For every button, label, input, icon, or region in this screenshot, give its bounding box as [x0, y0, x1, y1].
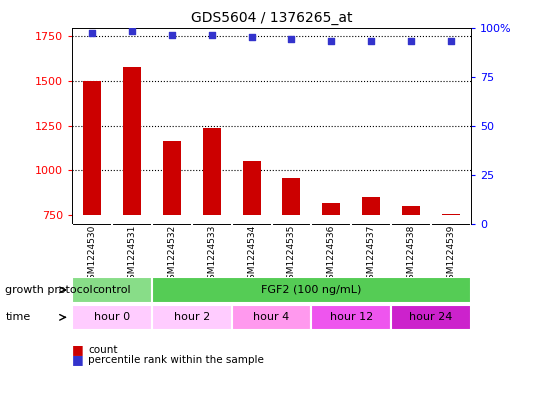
Text: ■: ■: [72, 353, 84, 366]
Bar: [391, 305, 471, 330]
Point: [88, 30, 96, 37]
Bar: [152, 305, 232, 330]
Bar: [232, 305, 311, 330]
Text: percentile rank within the sample: percentile rank within the sample: [88, 354, 264, 365]
Bar: [311, 305, 391, 330]
Bar: [322, 204, 340, 215]
Point: [208, 32, 216, 39]
Point: [167, 32, 176, 39]
Text: GSM1224531: GSM1224531: [127, 225, 136, 285]
Text: GSM1224537: GSM1224537: [366, 225, 376, 285]
Text: ■: ■: [72, 343, 84, 356]
Title: GDS5604 / 1376265_at: GDS5604 / 1376265_at: [191, 11, 352, 25]
Text: hour 2: hour 2: [174, 312, 210, 322]
Text: time: time: [5, 312, 30, 322]
Text: GSM1224533: GSM1224533: [207, 225, 216, 285]
Bar: [362, 197, 380, 215]
Text: GSM1224532: GSM1224532: [167, 225, 177, 285]
Text: GSM1224538: GSM1224538: [407, 225, 416, 285]
Text: growth protocol: growth protocol: [5, 285, 93, 295]
Bar: [72, 277, 152, 303]
Bar: [242, 161, 261, 215]
Bar: [123, 67, 141, 215]
Point: [447, 38, 455, 44]
Text: hour 24: hour 24: [409, 312, 453, 322]
Text: GSM1224534: GSM1224534: [247, 225, 256, 285]
Text: control: control: [93, 285, 132, 295]
Text: GSM1224539: GSM1224539: [446, 225, 455, 285]
Point: [128, 28, 136, 35]
Text: GSM1224536: GSM1224536: [327, 225, 336, 285]
Text: count: count: [88, 345, 118, 355]
Bar: [282, 178, 301, 215]
Bar: [72, 305, 152, 330]
Text: GSM1224535: GSM1224535: [287, 225, 296, 285]
Bar: [203, 128, 221, 215]
Point: [407, 38, 415, 44]
Bar: [152, 277, 471, 303]
Bar: [442, 214, 460, 215]
Text: hour 12: hour 12: [330, 312, 373, 322]
Bar: [402, 206, 420, 215]
Text: FGF2 (100 ng/mL): FGF2 (100 ng/mL): [261, 285, 362, 295]
Point: [287, 36, 296, 42]
Point: [247, 34, 256, 40]
Text: hour 4: hour 4: [254, 312, 289, 322]
Point: [327, 38, 335, 44]
Text: hour 0: hour 0: [94, 312, 130, 322]
Text: GSM1224530: GSM1224530: [88, 225, 97, 285]
Point: [367, 38, 376, 44]
Bar: [83, 81, 101, 215]
Bar: [163, 141, 181, 215]
